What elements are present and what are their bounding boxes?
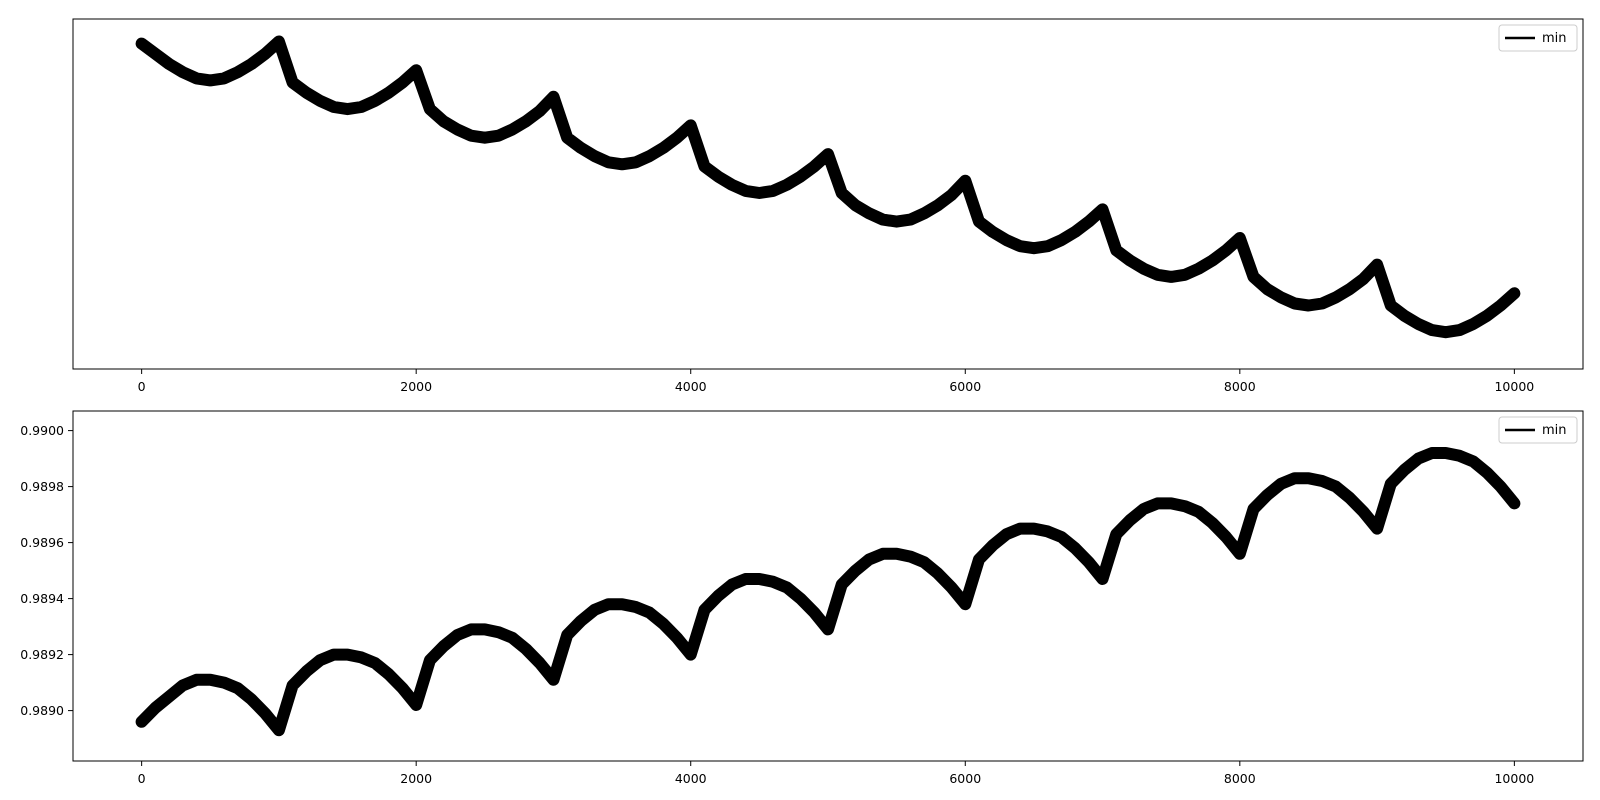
chart-top-x-tick-label: 4000 [675, 379, 707, 394]
chart-top-axes-frame [72, 18, 1584, 370]
chart-bottom: 0 2000 4000 6000 8000 10000 0.98900.98920.989… [20, 410, 1584, 786]
chart-bottom-y-ticks: 0.9890 0.9892 0.9894 0.9896 0.9898 0.9900 [20, 423, 73, 718]
chart-bottom-y-tick-label: 0.9898 [20, 479, 64, 494]
chart-top-x-tick-label: 6000 [949, 379, 981, 394]
chart-top-series-layer [135, 35, 1521, 339]
chart-bottom-x-ticks: 0 2000 4000 6000 8000 10000 [138, 761, 1534, 786]
chart-top-legend: min [1498, 24, 1578, 52]
chart-top-x-tick-label: 0 [138, 379, 146, 394]
chart-top-legend-box [1498, 24, 1578, 52]
chart-top-x-tick-label: 8000 [1224, 379, 1256, 394]
chart-bottom-x-tick-label: 0 [138, 771, 146, 786]
chart-bottom-legend: min [1498, 416, 1578, 444]
chart-bottom-y-tick-label: 0.9890 [20, 703, 64, 718]
chart-top-x-ticks: 0 2000 4000 6000 8000 10000 [138, 369, 1534, 394]
chart-bottom-y-tick-label: 0.9892 [20, 647, 64, 662]
chart-top: 0 2000 4000 6000 8000 10000 min [72, 18, 1584, 394]
chart-bottom-y-tick-label: 0.9894 [20, 591, 64, 606]
chart-bottom-series-line-0 [135, 447, 1521, 737]
chart-bottom-y-tick-label: 0.9896 [20, 535, 64, 550]
chart-bottom-legend-label: min [1542, 423, 1567, 438]
chart-bottom-legend-box [1498, 416, 1578, 444]
chart-bottom-x-tick-label: 6000 [949, 771, 981, 786]
chart-top-series-line-0 [135, 35, 1521, 339]
chart-bottom-x-tick-label: 8000 [1224, 771, 1256, 786]
chart-top-legend-label: min [1542, 31, 1567, 46]
chart-top-x-tick-label: 10000 [1494, 379, 1534, 394]
chart-bottom-y-tick-label: 0.9900 [20, 423, 64, 438]
chart-bottom-series-layer [135, 447, 1521, 737]
chart-bottom-x-tick-label: 4000 [675, 771, 707, 786]
chart-top-x-tick-label: 2000 [400, 379, 432, 394]
chart-bottom-x-tick-label: 10000 [1494, 771, 1534, 786]
chart-bottom-axes-frame [72, 410, 1584, 762]
chart-bottom-x-tick-label: 2000 [400, 771, 432, 786]
